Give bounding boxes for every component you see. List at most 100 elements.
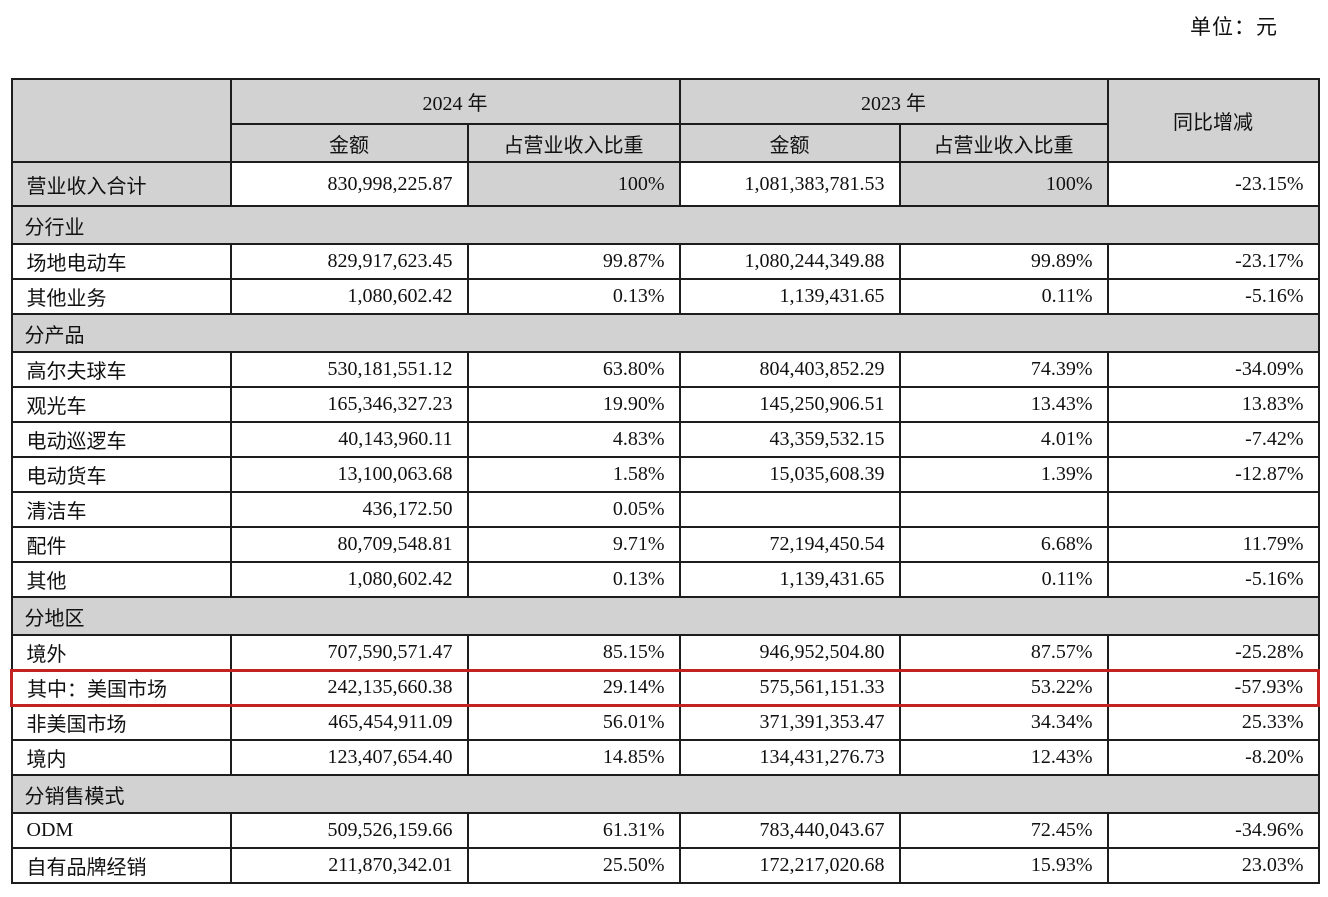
share-2023-cell: 0.11%	[898, 278, 1109, 315]
yoy-change-cell: -23.17%	[1106, 243, 1320, 280]
amount-2023-cell: 1,080,244,349.88	[678, 243, 901, 280]
row-label-cell: ODM	[10, 812, 232, 849]
table-row: 境内 123,407,654.40 14.85% 134,431,276.73 12.4…	[10, 739, 1320, 776]
amount-2024-cell: 509,526,159.66	[229, 812, 469, 849]
table-body: 营业收入合计 830,998,225.87 100% 1,081,383,781.53…	[10, 161, 1320, 884]
amount-2023-cell: 783,440,043.67	[678, 812, 901, 849]
amount-2024-cell: 242,135,660.38	[229, 668, 469, 707]
amount-2023-cell: 575,561,151.33	[678, 668, 901, 707]
yoy-change-cell: -5.16%	[1106, 561, 1320, 598]
amount-2024-cell: 830,998,225.87	[229, 161, 469, 207]
share-2023-cell: 53.22%	[898, 668, 1109, 707]
yoy-change-cell: -34.96%	[1106, 812, 1320, 849]
amount-2024-cell: 80,709,548.81	[229, 526, 469, 563]
amount-2024-cell: 829,917,623.45	[229, 243, 469, 280]
share-2023-cell: 87.57%	[898, 634, 1109, 671]
share-2023-cell: 12.43%	[898, 739, 1109, 776]
share-2023-cell: 100%	[898, 161, 1109, 207]
share-2023-cell: 4.01%	[898, 421, 1109, 458]
row-label-cell: 自有品牌经销	[10, 847, 232, 884]
table-row: 高尔夫球车 530,181,551.12 63.80% 804,403,852.29 7…	[10, 351, 1320, 388]
share-2024-cell: 100%	[466, 161, 681, 207]
table-row: 清洁车 436,172.50 0.05%	[10, 491, 1320, 528]
row-label-cell: 非美国市场	[10, 704, 232, 741]
amount-2024-cell: 1,080,602.42	[229, 561, 469, 598]
amount-2024-cell: 40,143,960.11	[229, 421, 469, 458]
section-label: 分行业	[10, 205, 1320, 245]
section-row: 分产品	[10, 313, 1320, 353]
share-2023-cell: 72.45%	[898, 812, 1109, 849]
section-label: 分产品	[10, 313, 1320, 353]
header-year-2024: 2024 年	[229, 78, 681, 125]
table-row: 场地电动车 829,917,623.45 99.87% 1,080,244,349.8…	[10, 243, 1320, 280]
table-row: 观光车 165,346,327.23 19.90% 145,250,906.51 13.…	[10, 386, 1320, 423]
amount-2024-cell: 123,407,654.40	[229, 739, 469, 776]
share-2023-cell: 74.39%	[898, 351, 1109, 388]
amount-2023-cell: 1,081,383,781.53	[678, 161, 901, 207]
share-2023-cell	[898, 491, 1109, 528]
share-2023-cell: 13.43%	[898, 386, 1109, 423]
header-yoy-change: 同比增减	[1106, 78, 1320, 163]
row-label-cell: 观光车	[10, 386, 232, 423]
share-2024-cell: 99.87%	[466, 243, 681, 280]
yoy-change-cell: 11.79%	[1106, 526, 1320, 563]
header-row-metrics: 金额 占营业收入比重 金额 占营业收入比重	[12, 123, 1319, 163]
share-2023-cell: 0.11%	[898, 561, 1109, 598]
table-row: 其他业务 1,080,602.42 0.13% 1,139,431.65 0.11% -5…	[10, 278, 1320, 315]
header-row-years: 2024 年 2023 年 同比增减	[10, 78, 1320, 163]
amount-2024-cell: 436,172.50	[229, 491, 469, 528]
section-label: 分地区	[10, 596, 1320, 636]
yoy-change-cell	[1106, 491, 1320, 528]
share-2024-cell: 85.15%	[466, 634, 681, 671]
amount-2024-cell: 707,590,571.47	[229, 634, 469, 671]
yoy-change-cell: 13.83%	[1106, 386, 1320, 423]
yoy-change-cell: -25.28%	[1106, 634, 1320, 671]
row-label-cell: 营业收入合计	[10, 161, 232, 207]
amount-2024-cell: 13,100,063.68	[229, 456, 469, 493]
header-amount-2023: 金额	[678, 123, 901, 163]
section-row: 分地区	[10, 596, 1320, 636]
table-row: 配件 80,709,548.81 9.71% 72,194,450.54 6.68% 11…	[10, 526, 1320, 563]
amount-2023-cell: 145,250,906.51	[678, 386, 901, 423]
share-2024-cell: 1.58%	[466, 456, 681, 493]
header-amount-2024: 金额	[229, 123, 469, 163]
table-row: 电动巡逻车 40,143,960.11 4.83% 43,359,532.15 4.01…	[10, 421, 1320, 458]
section-row: 分销售模式	[10, 774, 1320, 814]
row-label-cell: 其他	[10, 561, 232, 598]
row-label-cell: 清洁车	[10, 491, 232, 528]
yoy-change-cell: -34.09%	[1106, 351, 1320, 388]
section-row: 分行业	[10, 205, 1320, 245]
amount-2023-cell: 1,139,431.65	[678, 278, 901, 315]
amount-2023-cell: 804,403,852.29	[678, 351, 901, 388]
amount-2023-cell	[678, 491, 901, 528]
amount-2023-cell: 72,194,450.54	[678, 526, 901, 563]
row-label-cell: 其他业务	[10, 278, 232, 315]
row-label-cell: 其中：美国市场	[10, 668, 232, 707]
unit-label: 单位：元	[1190, 15, 1278, 39]
yoy-change-cell: -12.87%	[1106, 456, 1320, 493]
amount-2023-cell: 1,139,431.65	[678, 561, 901, 598]
amount-2023-cell: 134,431,276.73	[678, 739, 901, 776]
amount-2024-cell: 165,346,327.23	[229, 386, 469, 423]
amount-2024-cell: 211,870,342.01	[229, 847, 469, 884]
share-2024-cell: 14.85%	[466, 739, 681, 776]
amount-2023-cell: 371,391,353.47	[678, 704, 901, 741]
yoy-change-cell: -5.16%	[1106, 278, 1320, 315]
row-label-cell: 场地电动车	[10, 243, 232, 280]
share-2023-cell: 34.34%	[898, 704, 1109, 741]
yoy-change-cell: -8.20%	[1106, 739, 1320, 776]
revenue-breakdown-table: 2024 年 2023 年 同比增减 金额 占营业收入比重 金额 占营业收入比重…	[10, 78, 1320, 884]
table-row-highlighted: 其中：美国市场 242,135,660.38 29.14% 575,561,151.3…	[10, 668, 1320, 707]
amount-2023-cell: 946,952,504.80	[678, 634, 901, 671]
amount-2024-cell: 1,080,602.42	[229, 278, 469, 315]
row-label-cell: 电动巡逻车	[10, 421, 232, 458]
share-2024-cell: 0.05%	[466, 491, 681, 528]
yoy-change-cell: -7.42%	[1106, 421, 1320, 458]
share-2024-cell: 19.90%	[466, 386, 681, 423]
share-2024-cell: 4.83%	[466, 421, 681, 458]
amount-2024-cell: 465,454,911.09	[229, 704, 469, 741]
table-row: ODM 509,526,159.66 61.31% 783,440,043.67 72.…	[10, 812, 1320, 849]
section-label: 分销售模式	[10, 774, 1320, 814]
share-2023-cell: 99.89%	[898, 243, 1109, 280]
share-2024-cell: 29.14%	[466, 668, 681, 707]
